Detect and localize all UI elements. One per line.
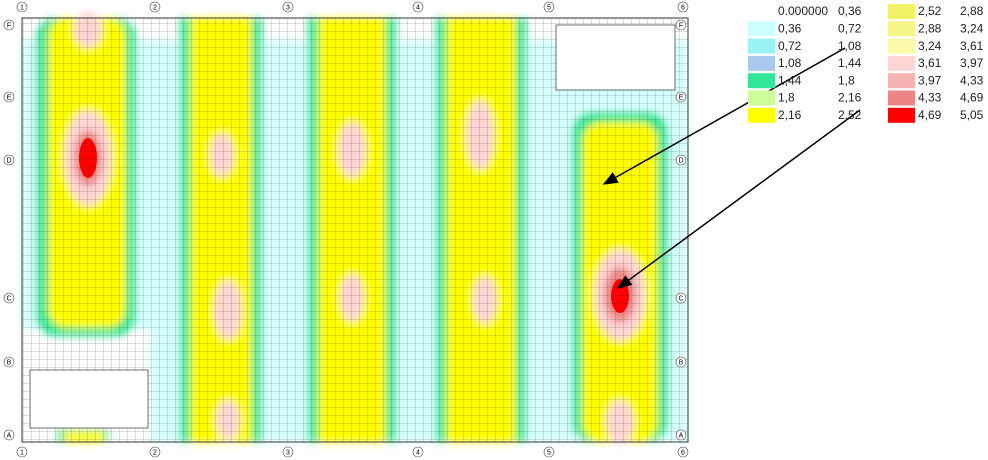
legend-to: 1,8 <box>838 73 855 87</box>
column-label: 2 <box>153 449 157 456</box>
legend-from: 1,44 <box>778 73 802 87</box>
legend-swatch <box>748 73 775 89</box>
legend-from: 3,24 <box>918 39 942 53</box>
legend-from: 2,88 <box>918 21 942 35</box>
row-label: C <box>6 295 11 302</box>
axis-bubble <box>675 91 687 103</box>
legend-swatch <box>888 73 915 89</box>
legend-to: 3,61 <box>960 39 984 53</box>
row-label: E <box>7 94 12 101</box>
legend-from: 3,97 <box>918 73 942 87</box>
column-label: 6 <box>681 4 685 11</box>
axis-bubble <box>16 446 28 458</box>
legend-to: 3,97 <box>960 56 984 70</box>
legend-from: 1,08 <box>778 56 802 70</box>
axis-bubble <box>3 19 15 31</box>
legend-to: 2,16 <box>838 91 862 105</box>
legend-swatch <box>748 90 775 106</box>
legend-to: 4,33 <box>960 73 984 87</box>
axis-bubble <box>543 1 555 13</box>
legend-from: 4,69 <box>918 108 942 122</box>
row-label: A <box>679 432 684 439</box>
row-label: B <box>679 359 684 366</box>
row-label: E <box>679 94 684 101</box>
legend-swatch <box>748 107 775 123</box>
legend-to: 0,36 <box>838 4 862 18</box>
column-label: 2 <box>153 4 157 11</box>
plan <box>21 12 689 444</box>
axis-bubble <box>675 429 687 441</box>
legend-swatch <box>748 55 775 71</box>
axis-bubble <box>675 19 687 31</box>
legend-from: 3,61 <box>918 56 942 70</box>
column-label: 5 <box>547 4 551 11</box>
row-label: D <box>678 157 683 164</box>
legend-from: 0,36 <box>778 21 802 35</box>
legend-from: 2,52 <box>918 4 942 18</box>
legend-to: 1,08 <box>838 39 862 53</box>
column-label: 4 <box>416 4 420 11</box>
legend-swatch <box>888 55 915 71</box>
legend-to: 0,72 <box>838 21 862 35</box>
legend-swatch <box>748 4 775 19</box>
row-label: B <box>7 359 12 366</box>
axis-bubble <box>677 446 689 458</box>
row-label: F <box>7 22 11 29</box>
legend-from: 4,33 <box>918 91 942 105</box>
axis-bubble <box>3 356 15 368</box>
axis-bubble <box>675 356 687 368</box>
axis-bubble <box>412 1 424 13</box>
axis-bubble <box>149 1 161 13</box>
legend-from: 0,72 <box>778 39 802 53</box>
axis-bubble <box>282 1 294 13</box>
axis-bubble <box>3 292 15 304</box>
column-label: 1 <box>20 449 24 456</box>
axis-bubble <box>543 446 555 458</box>
axis-bubble <box>675 154 687 166</box>
legend-swatch <box>888 90 915 106</box>
legend-swatch <box>748 21 775 37</box>
arrow <box>602 47 846 185</box>
legend-to: 4,69 <box>960 91 984 105</box>
column-label: 3 <box>286 4 290 11</box>
row-label: F <box>679 22 683 29</box>
axis-bubble <box>16 1 28 13</box>
row-label: A <box>7 432 12 439</box>
axis-bubble <box>3 154 15 166</box>
axis-bubble <box>675 292 687 304</box>
column-label: 1 <box>20 4 24 11</box>
column-label: 3 <box>286 449 290 456</box>
legend-swatch <box>888 21 915 37</box>
axis-bubble <box>677 1 689 13</box>
legend-to: 3,24 <box>960 21 984 35</box>
row-label: C <box>678 295 683 302</box>
axis-bubble <box>3 429 15 441</box>
arrow <box>616 109 861 289</box>
legend-to: 1,44 <box>838 56 862 70</box>
axis-bubble <box>282 446 294 458</box>
axis-bubble <box>412 446 424 458</box>
legend-to: 2,88 <box>960 4 984 18</box>
row-label: D <box>6 157 11 164</box>
legend-swatch <box>748 38 775 54</box>
legend-from: 1,8 <box>778 91 795 105</box>
legend-swatch <box>888 107 915 123</box>
legend-to: 2,52 <box>838 108 862 122</box>
column-label: 5 <box>547 449 551 456</box>
axis-bubble <box>3 91 15 103</box>
legend-swatch <box>888 4 915 19</box>
column-label: 6 <box>681 449 685 456</box>
legend-to: 5,05 <box>960 108 984 122</box>
legend-from: 2,16 <box>778 108 802 122</box>
legend-from: 0.000000 <box>778 4 828 18</box>
column-label: 4 <box>416 449 420 456</box>
axis-bubble <box>149 446 161 458</box>
legend-swatch <box>888 38 915 54</box>
